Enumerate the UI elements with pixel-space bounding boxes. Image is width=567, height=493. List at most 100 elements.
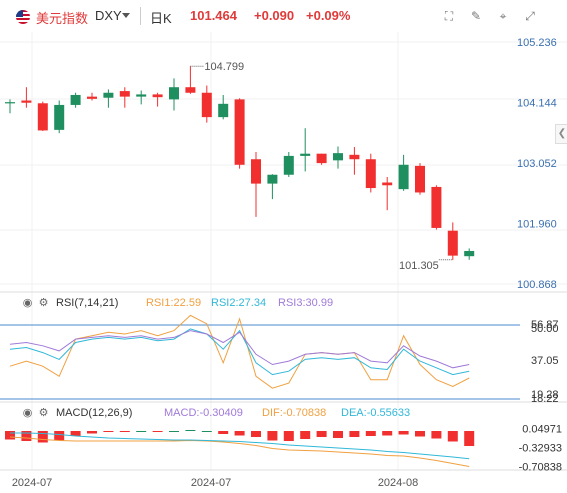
macd-bar — [251, 431, 261, 437]
candle-body — [218, 103, 229, 118]
macd-title: MACD(12,26,9) — [56, 407, 133, 419]
candlestick-series — [5, 66, 475, 261]
rsi-line-1 — [9, 314, 470, 389]
date-tick-label: 2024-07 — [191, 477, 231, 489]
macd-bar — [300, 431, 311, 439]
macd-bar — [5, 431, 15, 440]
macd-bar — [103, 431, 114, 432]
price-change-percent: +0.09% — [306, 8, 351, 23]
period-selector[interactable]: 日K — [150, 11, 172, 26]
symbol-header: 美元指数 DXY 日K 101.464 +0.090 +0.09% ⛶ ✎ ⌖ … — [0, 0, 567, 32]
price-tick-label: 103.052 — [517, 158, 557, 170]
candle-body — [54, 104, 65, 130]
macd-bar — [70, 431, 81, 436]
macd-bar — [185, 430, 196, 431]
candle-body — [431, 186, 442, 228]
rsi-tick-label: 19.28 — [531, 389, 559, 401]
macd-series — [9, 432, 470, 467]
gear-icon[interactable]: ⚙ — [38, 407, 49, 419]
candle-body — [169, 87, 179, 100]
fullscreen-icon[interactable]: ⤢ — [525, 9, 535, 23]
macd-bar — [349, 431, 360, 437]
candle-body — [21, 100, 32, 103]
instrument-symbol[interactable]: DXY — [95, 8, 122, 23]
macd-bar — [447, 431, 458, 442]
rsi-title: RSI(7,14,21) — [56, 297, 119, 309]
dif-name: DIF: — [262, 407, 283, 419]
divider — [140, 7, 141, 25]
macd-value: MACD:-0.30409 — [164, 407, 243, 419]
macd-bar — [464, 431, 475, 446]
candle-body — [152, 94, 163, 98]
candle-body — [415, 165, 425, 193]
macd-bar — [54, 431, 65, 441]
rsi2-value: RSI2:27.34 — [211, 297, 267, 309]
candle-body — [70, 94, 81, 105]
eye-icon[interactable]: ◉ — [22, 407, 33, 419]
pencil-icon[interactable]: ✎ — [470, 9, 482, 23]
zoom-handle-icon[interactable]: ❮ — [555, 124, 567, 144]
price-tick-label: 104.144 — [517, 98, 557, 110]
candle-body — [5, 102, 15, 104]
candle-body — [201, 92, 212, 118]
macd-bar — [333, 431, 343, 438]
rsi3-value: RSI3:30.99 — [278, 297, 334, 309]
instrument-name[interactable]: 美元指数 — [36, 11, 89, 26]
rsi1-name: RSI1 — [146, 297, 171, 309]
macd-bar — [87, 431, 97, 434]
macd-bar — [169, 431, 179, 432]
rsi-line-2 — [9, 328, 470, 376]
macd-histogram — [5, 430, 475, 446]
macd-bar — [37, 431, 48, 443]
macd-bar — [201, 431, 212, 432]
candle-body — [447, 230, 458, 256]
last-price: 101.464 — [190, 8, 237, 23]
rsi-tick-label: 37.05 — [531, 355, 559, 367]
rsi-tick-label: 56.87 — [531, 319, 559, 331]
macd-bar — [218, 431, 229, 434]
macd-bar — [234, 431, 245, 436]
crosshair-icon[interactable]: ⌖ — [499, 9, 507, 23]
candle-body — [283, 155, 294, 175]
macd-tick-label: -0.32933 — [519, 442, 562, 454]
price-tick-label: 100.868 — [517, 279, 557, 291]
macd-last: -0.30409 — [199, 407, 243, 419]
gear-icon[interactable]: ⚙ — [38, 297, 49, 309]
us-flag-icon — [16, 10, 30, 24]
date-axis: 2024-07 2024-07 2024-08 — [12, 477, 418, 489]
candle-body — [37, 103, 48, 131]
eye-icon[interactable]: ◉ — [22, 297, 33, 309]
dif-line — [9, 436, 470, 467]
price-tick-label: 105.236 — [517, 37, 557, 49]
macd-bar — [316, 431, 327, 437]
macd-bar — [283, 431, 294, 441]
rsi3-last: 30.99 — [305, 297, 334, 309]
chart-settings-icon[interactable]: ⛶ — [444, 9, 454, 23]
high-price-label: 104.799 — [204, 61, 244, 73]
rsi1-last: 22.59 — [173, 297, 202, 309]
chevron-down-icon[interactable] — [122, 13, 130, 18]
macd-axis: 0.04971 -0.32933 -0.70838 — [519, 424, 562, 474]
candle-body — [119, 91, 130, 97]
macd-bar — [365, 431, 376, 436]
candle-body — [398, 164, 409, 190]
candle-body — [87, 96, 97, 99]
macd-bar — [382, 431, 393, 436]
candle-body — [185, 87, 196, 93]
macd-bar — [415, 431, 425, 437]
dea-line — [10, 432, 470, 460]
candle-body — [103, 92, 114, 98]
candle-body — [267, 174, 278, 184]
low-price-label: 101.305 — [399, 260, 439, 272]
price-tick-label: 101.960 — [517, 219, 557, 231]
price-annotations: 104.799 101.305 — [190, 61, 453, 272]
price-change: +0.090 — [254, 8, 295, 23]
candle-body — [464, 250, 475, 257]
rsi1-value: RSI1:22.59 — [146, 297, 202, 309]
candle-body — [300, 153, 311, 156]
date-tick-label: 2024-08 — [378, 477, 418, 489]
price-axis: 105.236 104.144 103.052 101.960 100.868 — [517, 37, 557, 291]
candle-body — [316, 153, 327, 164]
macd-name: MACD: — [164, 407, 200, 419]
